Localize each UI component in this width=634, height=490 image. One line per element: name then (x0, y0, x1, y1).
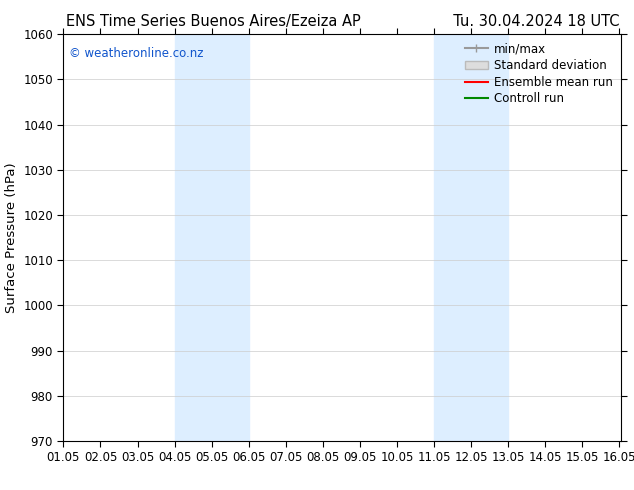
Legend: min/max, Standard deviation, Ensemble mean run, Controll run: min/max, Standard deviation, Ensemble me… (460, 38, 618, 110)
Bar (174, 34, 249, 441)
Title: ENS Time Series Buenos Aires/Ezeiza AP                    Tu. 30.04.2024 18 UTC: ENS Time Series Buenos Aires/Ezeiza AP T… (65, 14, 619, 29)
Y-axis label: Surface Pressure (hPa): Surface Pressure (hPa) (4, 162, 18, 313)
Bar (434, 34, 508, 441)
Text: © weatheronline.co.nz: © weatheronline.co.nz (69, 47, 204, 59)
